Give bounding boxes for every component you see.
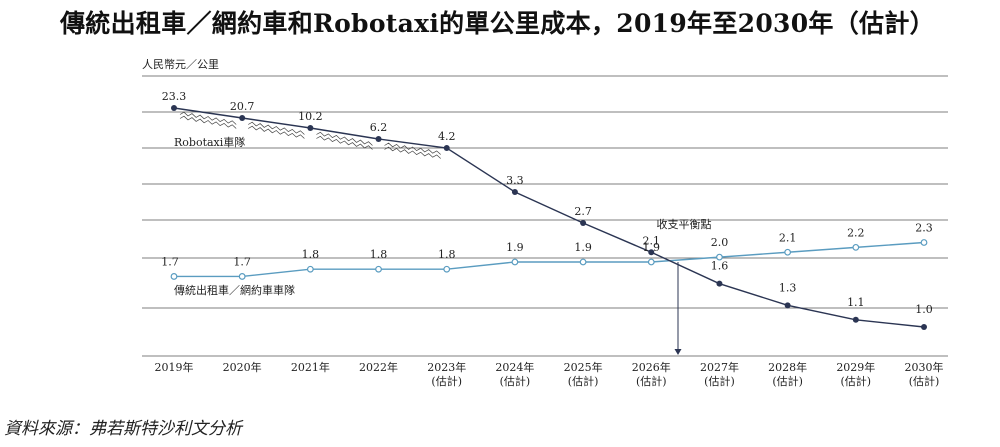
data-point-robotaxi [239, 115, 246, 121]
x-tick-label: 2026年 [632, 360, 671, 374]
data-label-robotaxi: 10.2 [298, 110, 323, 123]
data-point-traditional [170, 273, 178, 280]
data-label-traditional: 2.3 [915, 222, 933, 235]
data-label-robotaxi: 6.2 [370, 121, 388, 134]
data-label-traditional: 1.9 [643, 241, 661, 254]
data-label-robotaxi: 2.1 [643, 234, 661, 247]
data-point-robotaxi [307, 125, 314, 131]
x-tick-label: 2029年 [836, 360, 875, 374]
data-point-robotaxi [443, 145, 450, 151]
x-tick-sublabel: (估計) [772, 374, 803, 388]
data-point-traditional [852, 243, 860, 251]
line-chart: 人民幣元／公里 2019年 2020年 2021年 2022年 2023年(估計)202… [142, 58, 948, 388]
series-line-robotaxi [173, 107, 925, 328]
data-label-traditional: 2.0 [711, 236, 729, 249]
data-label-robotaxi: 1.0 [915, 303, 933, 316]
y-axis-label: 人民幣元／公里 [142, 58, 219, 71]
data-point-traditional [238, 273, 246, 280]
x-tick-label: 2021年 [291, 360, 330, 374]
data-label-traditional: 2.1 [779, 231, 797, 244]
data-point-robotaxi [511, 189, 518, 195]
axis-break-wave [179, 115, 237, 129]
data-point-robotaxi [852, 316, 859, 323]
gridlines [142, 75, 948, 357]
chart-title: 傳統出租車／網約車和Robotaxi的單公里成本，2019年至2030年（估計） [60, 9, 935, 38]
axis-break-wave [248, 121, 305, 135]
data-point-robotaxi [580, 220, 587, 226]
break-even-label: 收支平衡點 [657, 217, 712, 231]
x-tick-sublabel: (估計) [841, 374, 872, 388]
series-label-robotaxi: Robotaxi車隊 [174, 135, 245, 149]
x-tick-sublabel: (估計) [909, 374, 940, 388]
axis-break-wave [179, 111, 237, 125]
axis-break-marks [179, 111, 441, 159]
x-tick-sublabel: (估計) [431, 374, 462, 388]
series-label-traditional: 傳統出租車／網約車車隊 [174, 283, 295, 297]
data-point-traditional [443, 265, 451, 273]
x-tick-label: 2020年 [223, 360, 262, 374]
data-label-robotaxi: 3.3 [506, 174, 524, 187]
x-tick-label: 2022年 [359, 360, 398, 374]
data-point-traditional [784, 248, 792, 256]
data-point-robotaxi [375, 136, 382, 142]
x-tick-label: 2028年 [768, 360, 807, 374]
data-label-traditional: 1.8 [302, 248, 320, 261]
data-label-robotaxi: 4.2 [438, 130, 456, 143]
data-label-traditional: 1.7 [161, 255, 179, 268]
data-point-robotaxi [784, 302, 791, 309]
x-tick-sublabel: (估計) [636, 374, 667, 388]
x-tick-sublabel: (估計) [500, 374, 531, 388]
data-point-traditional [647, 258, 655, 266]
break-even-arrowhead [674, 349, 682, 355]
data-point-robotaxi [171, 105, 177, 111]
data-point-robotaxi [921, 324, 927, 330]
axis-break-wave [248, 125, 305, 139]
data-label-robotaxi: 1.6 [711, 260, 729, 273]
x-axis: 2019年 2020年 2021年 2022年 2023年(估計)2024年(估計)20… [155, 360, 944, 388]
data-point-traditional [579, 258, 587, 266]
data-point-traditional [920, 239, 928, 246]
x-tick-label: 2024年 [495, 360, 534, 374]
data-point-traditional [375, 265, 382, 273]
data-label-traditional: 1.8 [370, 248, 388, 261]
data-point-traditional [716, 253, 723, 261]
x-tick-label: 2030年 [905, 360, 944, 374]
x-tick-sublabel: (估計) [568, 374, 599, 388]
source-note: 資料來源：弗若斯特沙利文分析 [4, 419, 242, 439]
data-label-robotaxi: 1.1 [847, 296, 865, 309]
data-point-traditional [306, 265, 314, 273]
data-label-robotaxi: 1.3 [779, 281, 797, 294]
x-tick-label: 2027年 [700, 360, 739, 374]
data-point-robotaxi [648, 249, 655, 256]
series-group: 1.7 1.7 1.8 1.8 1.8 1.9 1.9 1.9 2.0 2.1 2.2 2.3 23.3… [161, 90, 933, 330]
x-tick-label: 2025年 [564, 360, 603, 374]
data-label-traditional: 1.7 [233, 255, 251, 268]
axis-break-wave [384, 142, 441, 155]
data-label-robotaxi: 23.3 [162, 90, 187, 103]
x-tick-label: 2019年 [155, 360, 194, 374]
data-label-traditional: 2.2 [847, 226, 865, 239]
x-tick-sublabel: (估計) [704, 374, 735, 388]
data-label-traditional: 1.9 [506, 241, 524, 254]
data-point-robotaxi [716, 280, 723, 287]
data-label-robotaxi: 20.7 [230, 100, 255, 113]
axis-break-wave [316, 135, 373, 150]
data-point-traditional [511, 258, 519, 266]
axis-break-wave [316, 131, 373, 146]
data-label-robotaxi: 2.7 [574, 205, 592, 218]
axis-break-wave [384, 146, 441, 159]
annotation-group: 收支平衡點 [657, 217, 712, 355]
x-tick-label: 2023年 [427, 360, 466, 374]
series-line-traditional [174, 241, 925, 278]
data-label-traditional: 1.9 [574, 241, 592, 254]
data-label-traditional: 1.8 [438, 248, 456, 261]
